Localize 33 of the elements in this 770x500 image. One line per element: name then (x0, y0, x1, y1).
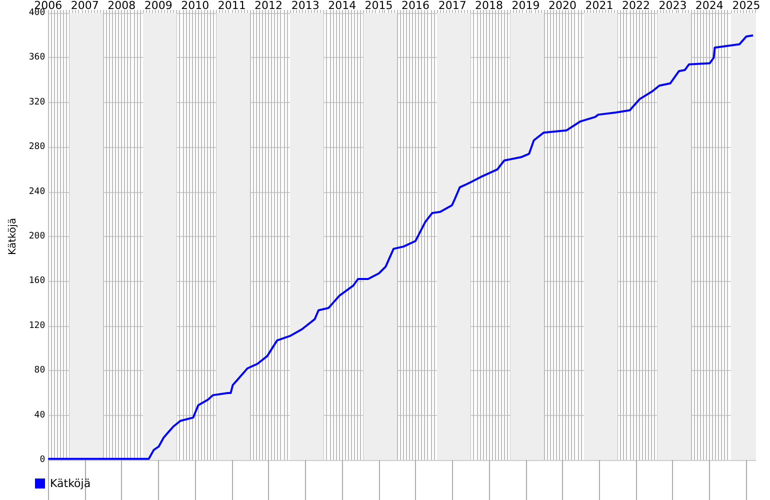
x-tick-label: 2017 (438, 0, 466, 12)
x-tick-label: 2015 (364, 0, 393, 12)
x-tick-label: 2020 (548, 0, 576, 12)
y-tick-label: 160 (28, 276, 46, 286)
x-tick-label: 2016 (402, 0, 430, 12)
y-tick-label: 280 (28, 142, 46, 152)
x-tick-label: 2009 (144, 0, 172, 12)
x-tick-label: 2021 (585, 0, 614, 12)
legend-label: Kätköjä (50, 477, 91, 490)
x-tick-label: 2023 (658, 0, 687, 12)
x-tick-label: 2025 (732, 0, 760, 12)
x-tick-label: 2022 (622, 0, 650, 12)
y-axis-title: Kätköjä (8, 218, 18, 255)
y-tick-label: 320 (28, 97, 46, 108)
x-tick-label: 2011 (218, 0, 246, 12)
y-tick-label: 200 (28, 232, 46, 242)
x-tick-label: 2014 (328, 0, 356, 12)
x-tick-label: 2019 (512, 0, 540, 12)
x-tick-label: 2007 (70, 0, 99, 12)
x-tick-label: 2013 (291, 0, 320, 12)
line-series (47, 34, 754, 460)
x-tick-label: 2010 (181, 0, 210, 12)
x-tick-label: 2024 (695, 0, 724, 12)
y-tick-label: 240 (28, 186, 46, 197)
y-tick-label: 400 (28, 8, 46, 18)
x-tick-label: 2008 (108, 0, 136, 12)
x-tick-label: 2018 (475, 0, 504, 12)
y-tick-label: 80 (34, 366, 46, 376)
x-tick-label: 2012 (254, 0, 283, 12)
y-tick-label: 360 (28, 52, 46, 63)
y-tick-label: 0 (40, 455, 46, 465)
y-tick-label: 120 (28, 320, 46, 331)
y-tick-label: 40 (34, 410, 46, 420)
